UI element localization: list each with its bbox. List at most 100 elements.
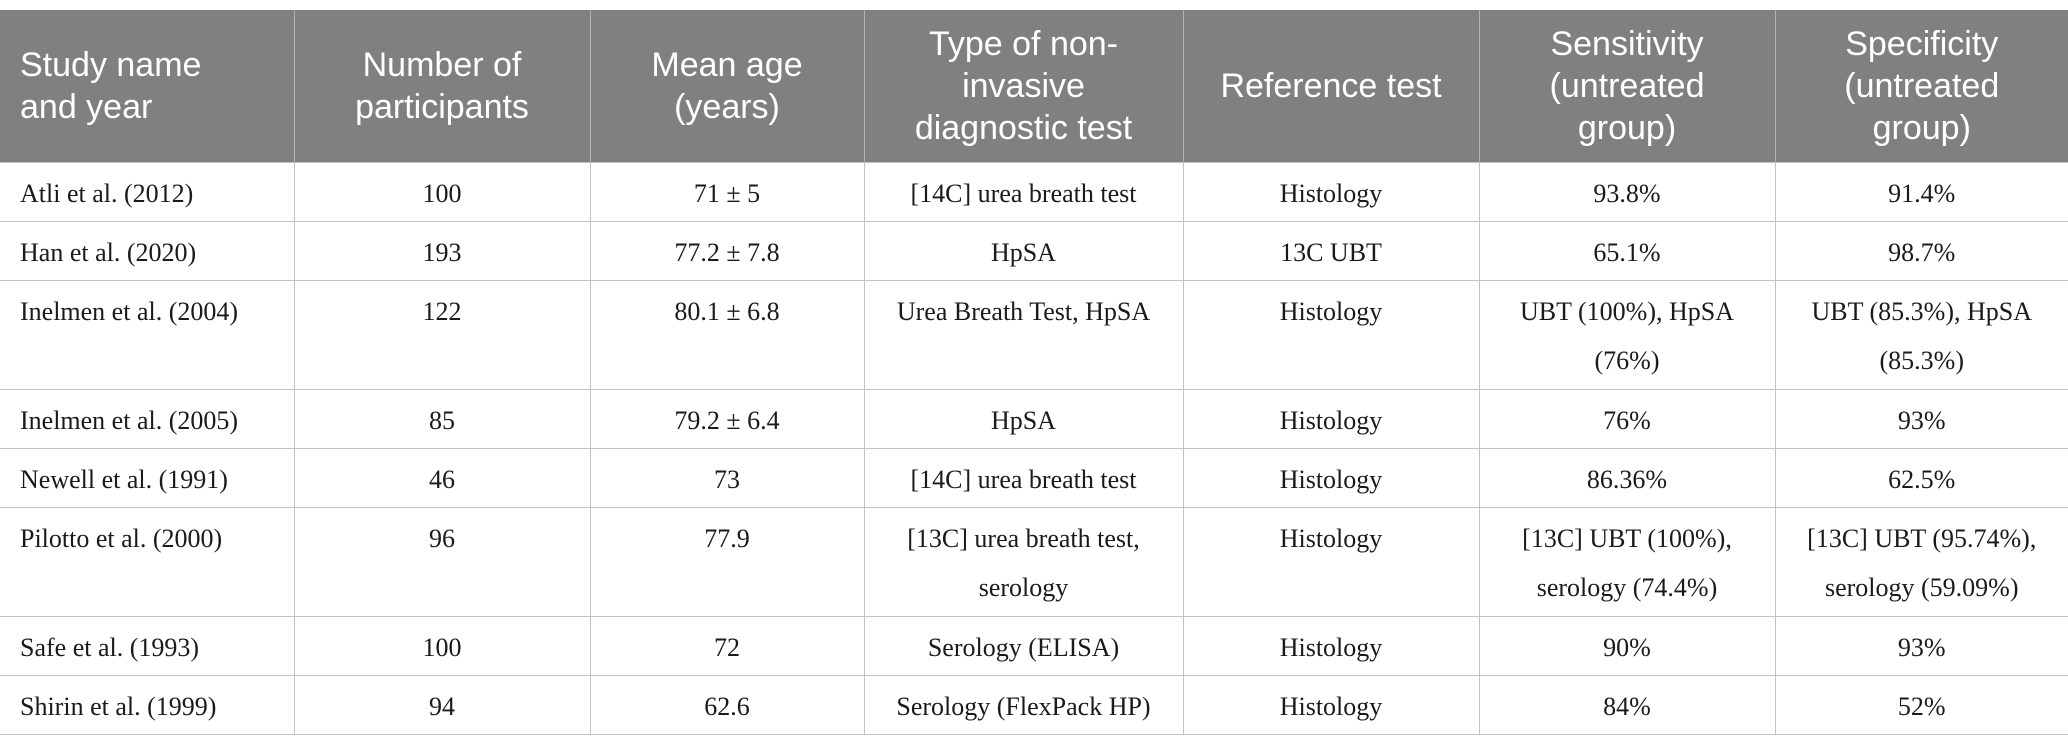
cell-participants: 85 xyxy=(293,389,591,449)
cell-participants: 100 xyxy=(293,162,591,222)
cell-participants: 46 xyxy=(293,448,591,508)
cell-mean-age: 62.6 xyxy=(589,675,865,735)
cell-specificity: 91.4% xyxy=(1774,162,2068,222)
cell-text: Inelmen et al. (2005) xyxy=(20,406,239,435)
header-test-type: Type of non-invasive diagnostic test xyxy=(863,10,1184,163)
header-specificity: Specificity (untreated group) xyxy=(1774,10,2068,163)
cell-study-name: Inelmen et al. (2004) xyxy=(0,280,295,390)
cell-test-type: HpSA xyxy=(863,389,1184,449)
cell-text: (85.3%) xyxy=(1879,346,1964,375)
cell-reference-test: 13C UBT xyxy=(1182,221,1480,281)
cell-text: 65.1% xyxy=(1593,238,1661,267)
cell-text: UBT (85.3%), HpSA xyxy=(1811,297,2033,326)
table-header: Study name and year Number of participants… xyxy=(0,10,2068,163)
cell-text: 77.2 ± 7.8 xyxy=(674,238,780,267)
cell-mean-age: 80.1 ± 6.8 xyxy=(589,280,865,390)
header-text-line: Specificity xyxy=(1845,25,1999,63)
header-study-name: Study name and year xyxy=(0,10,295,163)
cell-text: Inelmen et al. (2004) xyxy=(20,297,239,326)
cell-test-type: [14C] urea breath test xyxy=(863,162,1184,222)
cell-text: Histology xyxy=(1279,297,1383,326)
cell-participants: 96 xyxy=(293,507,591,617)
cell-text: 93% xyxy=(1897,633,1946,662)
cell-mean-age: 77.2 ± 7.8 xyxy=(589,221,865,281)
cell-sensitivity: 90% xyxy=(1478,616,1776,676)
cell-mean-age: 71 ± 5 xyxy=(589,162,865,222)
cell-specificity: 98.7% xyxy=(1774,221,2068,281)
cell-text: Atli et al. (2012) xyxy=(20,179,194,208)
header-text-line: Reference test xyxy=(1220,67,1442,105)
cell-text: serology (74.4%) xyxy=(1536,573,1718,602)
cell-text: 90% xyxy=(1603,633,1651,662)
table-row: Inelmen et al. (2004) 122 80.1 ± 6.8 Urea B… xyxy=(0,280,2068,390)
header-text-line: group) xyxy=(1872,109,1971,147)
cell-text: Histology xyxy=(1279,692,1383,721)
cell-reference-test: Histology xyxy=(1182,162,1480,222)
cell-text: 86.36% xyxy=(1586,465,1668,494)
cell-specificity: 93% xyxy=(1774,389,2068,449)
cell-study-name: Atli et al. (2012) xyxy=(0,162,295,222)
cell-text: Histology xyxy=(1279,633,1383,662)
cell-text: Serology (ELISA) xyxy=(927,633,1120,662)
cell-text: 73 xyxy=(714,465,740,494)
header-text-line: (years) xyxy=(674,88,780,126)
header-text-line: Sensitivity xyxy=(1550,25,1704,63)
cell-reference-test: Histology xyxy=(1182,448,1480,508)
cell-text: UBT (100%), HpSA xyxy=(1519,297,1735,326)
cell-test-type: [13C] urea breath test, serology xyxy=(863,507,1184,617)
cell-text: 84% xyxy=(1603,692,1651,721)
cell-study-name: Shirin et al. (1999) xyxy=(0,675,295,735)
header-text-line: Type of non- xyxy=(928,25,1118,63)
header-sensitivity: Sensitivity (untreated group) xyxy=(1478,10,1776,163)
cell-mean-age: 73 xyxy=(589,448,865,508)
cell-text: Shirin et al. (1999) xyxy=(20,692,217,721)
cell-text: 13C UBT xyxy=(1280,238,1382,267)
cell-text: 85 xyxy=(429,406,455,435)
cell-reference-test: Histology xyxy=(1182,389,1480,449)
study-table-container: Study name and year Number of participants… xyxy=(0,10,2068,735)
header-text-line: invasive xyxy=(962,67,1085,105)
cell-specificity: 62.5% xyxy=(1774,448,2068,508)
cell-text: serology (59.09%) xyxy=(1824,573,2019,602)
cell-text: 71 ± 5 xyxy=(693,179,761,208)
table-body: Atli et al. (2012) 100 71 ± 5 [14C] urea br… xyxy=(0,162,2068,735)
cell-text: Pilotto et al. (2000) xyxy=(20,524,223,553)
cell-participants: 122 xyxy=(293,280,591,390)
header-text-line: participants xyxy=(355,88,529,126)
table-row: Inelmen et al. (2005) 85 79.2 ± 6.4 HpSA His… xyxy=(0,389,2068,449)
cell-text: 122 xyxy=(422,297,462,326)
header-text-line: diagnostic test xyxy=(914,109,1133,147)
cell-text: 76% xyxy=(1603,406,1651,435)
cell-mean-age: 77.9 xyxy=(589,507,865,617)
cell-participants: 100 xyxy=(293,616,591,676)
cell-study-name: Han et al. (2020) xyxy=(0,221,295,281)
cell-sensitivity: 76% xyxy=(1478,389,1776,449)
cell-study-name: Pilotto et al. (2000) xyxy=(0,507,295,617)
cell-mean-age: 72 xyxy=(589,616,865,676)
cell-text: serology xyxy=(978,573,1069,602)
cell-text: 100 xyxy=(422,179,462,208)
cell-sensitivity: [13C] UBT (100%), serology (74.4%) xyxy=(1478,507,1776,617)
cell-text: 98.7% xyxy=(1888,238,1956,267)
cell-test-type: [14C] urea breath test xyxy=(863,448,1184,508)
cell-text: 77.9 xyxy=(704,524,750,553)
cell-text: 100 xyxy=(422,633,462,662)
cell-text: 52% xyxy=(1897,692,1946,721)
cell-reference-test: Histology xyxy=(1182,675,1480,735)
cell-text: 72 xyxy=(714,633,740,662)
cell-text: [13C] UBT (95.74%), xyxy=(1807,524,2037,553)
header-participants: Number of participants xyxy=(293,10,591,163)
cell-text: [14C] urea breath test xyxy=(910,179,1137,208)
header-text-line: Mean age xyxy=(651,46,803,84)
cell-reference-test: Histology xyxy=(1182,507,1480,617)
header-text-line: Study name xyxy=(20,46,202,84)
table-row: Pilotto et al. (2000) 96 77.9 [13C] urea br… xyxy=(0,507,2068,617)
cell-participants: 193 xyxy=(293,221,591,281)
cell-text: 96 xyxy=(429,524,455,553)
cell-text: 193 xyxy=(422,238,462,267)
cell-text: HpSA xyxy=(990,238,1056,267)
cell-reference-test: Histology xyxy=(1182,280,1480,390)
cell-mean-age: 79.2 ± 6.4 xyxy=(589,389,865,449)
cell-text: 93% xyxy=(1897,406,1946,435)
cell-study-name: Inelmen et al. (2005) xyxy=(0,389,295,449)
